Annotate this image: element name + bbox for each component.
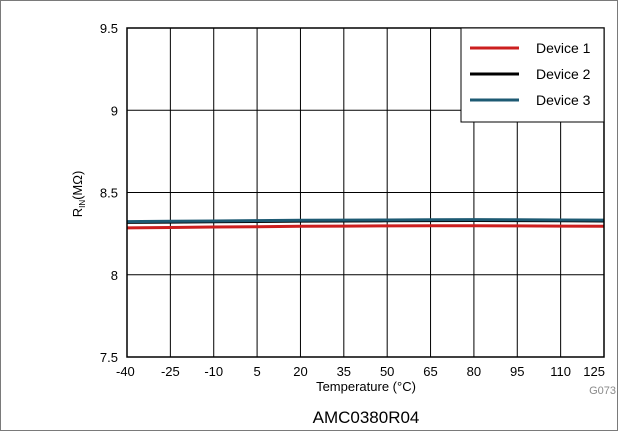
- y-tick-label: 7.5: [100, 350, 118, 365]
- chart-caption: AMC0380R04: [313, 408, 420, 427]
- y-tick-label: 8: [111, 268, 118, 283]
- figure-code: G073: [589, 385, 616, 397]
- x-tick-label: 5: [253, 364, 260, 379]
- x-tick-label: 110: [550, 364, 571, 379]
- x-tick-label: 65: [423, 364, 437, 379]
- x-tick-label: -25: [161, 364, 180, 379]
- x-tick-label: 80: [467, 364, 481, 379]
- series-line-device-1: [126, 224, 605, 230]
- legend-label: Device 2: [536, 66, 591, 82]
- y-axis-title: RIN(MΩ): [70, 171, 87, 218]
- x-tick-label: 50: [380, 364, 394, 379]
- y-tick-label: 9.5: [100, 21, 118, 36]
- x-tick-label: 35: [337, 364, 351, 379]
- series-line-device-3: [126, 218, 605, 224]
- y-tick-label: 8.5: [100, 186, 118, 201]
- x-tick-labels: -40 -25 -10 5 20 35 50 65 80 95 110 125: [116, 364, 605, 379]
- y-axis-title-sub: IN: [78, 200, 87, 208]
- x-tick-label: 20: [293, 364, 307, 379]
- legend: Device 1 Device 2 Device 3: [460, 27, 605, 123]
- y-axis-title-unit: (MΩ): [70, 171, 85, 200]
- y-tick-labels: 7.5 8 8.5 9 9.5: [100, 21, 118, 365]
- x-tick-label: -10: [204, 364, 223, 379]
- x-tick-label: -40: [116, 364, 135, 379]
- x-tick-label: 125: [583, 364, 605, 379]
- plot-border: [126, 27, 605, 358]
- y-tick-label: 9: [111, 103, 118, 118]
- legend-label: Device 3: [536, 92, 591, 108]
- svg-text:RIN(MΩ): RIN(MΩ): [70, 171, 87, 218]
- series-lines: [126, 218, 605, 230]
- x-axis-title: Temperature (°C): [316, 379, 416, 394]
- y-axis-title-main: R: [70, 208, 85, 217]
- legend-label: Device 1: [536, 40, 591, 56]
- x-tick-label: 95: [510, 364, 524, 379]
